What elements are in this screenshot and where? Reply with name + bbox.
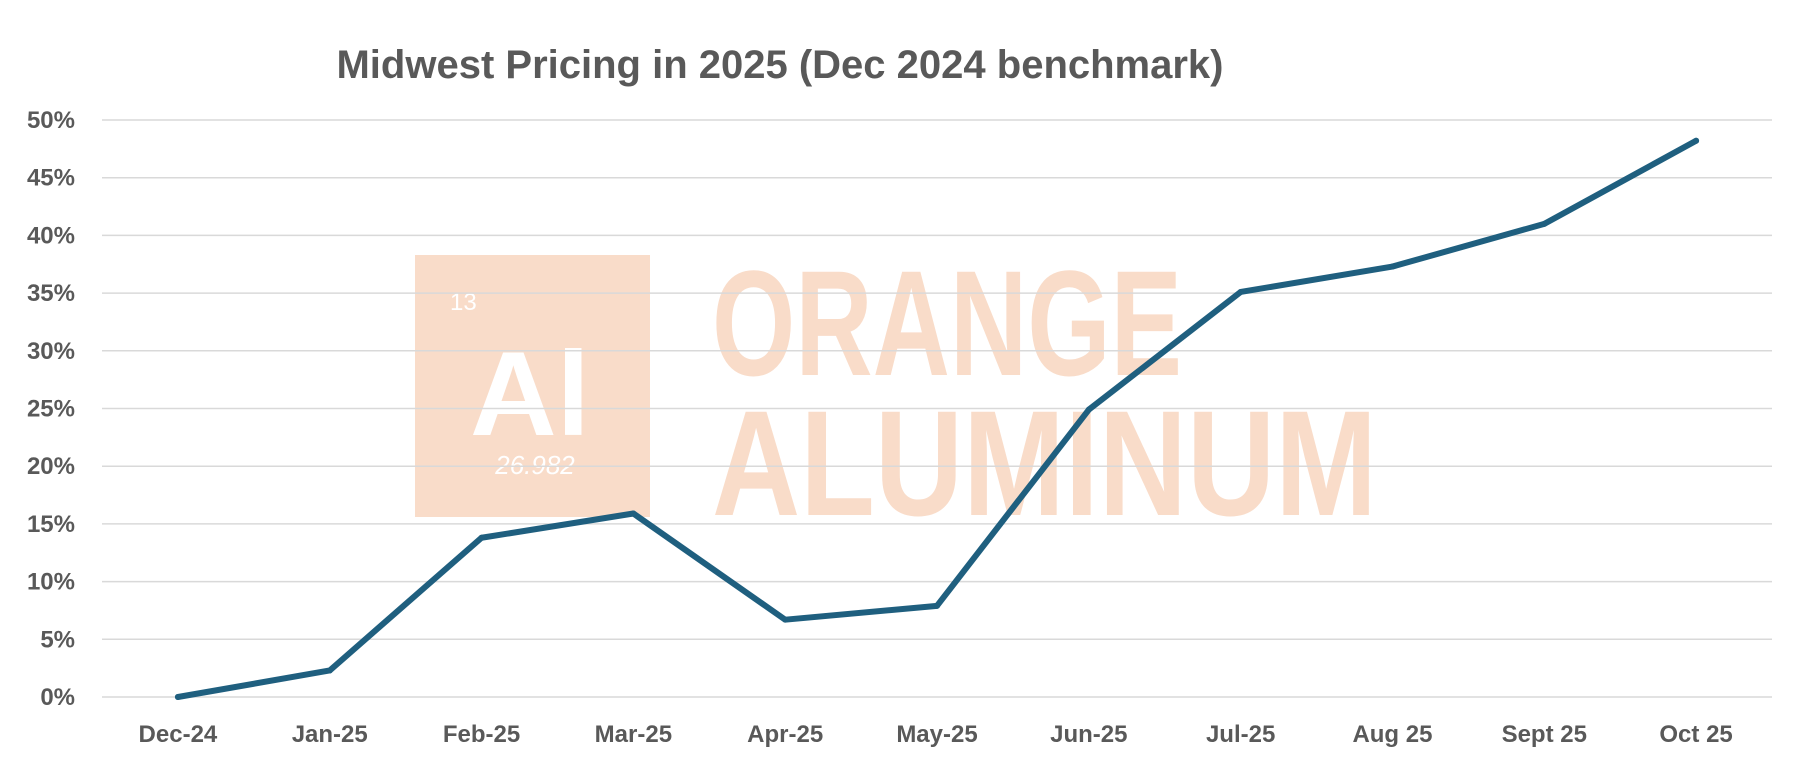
x-tick-label: Feb-25 xyxy=(443,721,520,748)
x-tick-label: Dec-24 xyxy=(139,721,218,748)
y-tick-label: 20% xyxy=(27,453,75,480)
y-tick-label: 35% xyxy=(27,280,75,307)
series-layer xyxy=(174,137,1700,700)
y-tick-label: 30% xyxy=(27,338,75,365)
y-tick-label: 15% xyxy=(27,511,75,538)
y-axis-ticks: 0% 5% 10% 15% 20% 25% 30% 35% 40% 45% 50% xyxy=(27,107,75,711)
data-point xyxy=(934,602,940,609)
watermark-element-tile xyxy=(415,255,650,517)
x-tick-label: Oct 25 xyxy=(1659,721,1732,748)
chart-title: Midwest Pricing in 2025 (Dec 2024 benchm… xyxy=(336,43,1223,87)
y-tick-label: 5% xyxy=(40,626,75,653)
y-tick-label: 10% xyxy=(27,569,75,596)
x-axis-ticks: Dec-24 Jan-25 Feb-25 Mar-25 Apr-25 May-25 Jun-… xyxy=(139,721,1733,748)
x-tick-label: Jun-25 xyxy=(1050,721,1127,748)
x-tick-label: Mar-25 xyxy=(595,721,672,748)
data-point xyxy=(1237,288,1244,295)
data-point xyxy=(326,667,333,674)
y-tick-label: 45% xyxy=(27,165,75,192)
watermark-element-symbol: Al xyxy=(470,327,590,461)
data-point xyxy=(1389,263,1396,270)
data-point xyxy=(1085,406,1092,413)
y-tick-label: 40% xyxy=(27,222,75,249)
x-tick-label: Jan-25 xyxy=(292,721,368,748)
x-tick-label: Aug 25 xyxy=(1352,721,1432,748)
gridlines xyxy=(102,119,1772,698)
watermark-line-1: ORANGE xyxy=(712,239,1182,407)
y-tick-label: 0% xyxy=(40,684,75,711)
data-point xyxy=(174,694,181,700)
y-tick-label: 25% xyxy=(27,396,75,423)
watermark-logo: 13 Al 26.982 ORANGE ALUMINUM xyxy=(415,239,1377,547)
data-point xyxy=(630,510,637,517)
data-point xyxy=(478,534,485,541)
x-tick-label: Sept 25 xyxy=(1502,721,1587,748)
x-tick-label: Jul-25 xyxy=(1206,721,1275,748)
data-point xyxy=(1541,220,1548,227)
watermark-atomic-mass: 26.982 xyxy=(494,450,575,480)
x-tick-label: May-25 xyxy=(896,721,977,748)
y-tick-label: 50% xyxy=(27,107,75,134)
x-tick-label: Apr-25 xyxy=(747,721,823,748)
data-point xyxy=(782,616,789,623)
data-point xyxy=(1693,137,1700,144)
